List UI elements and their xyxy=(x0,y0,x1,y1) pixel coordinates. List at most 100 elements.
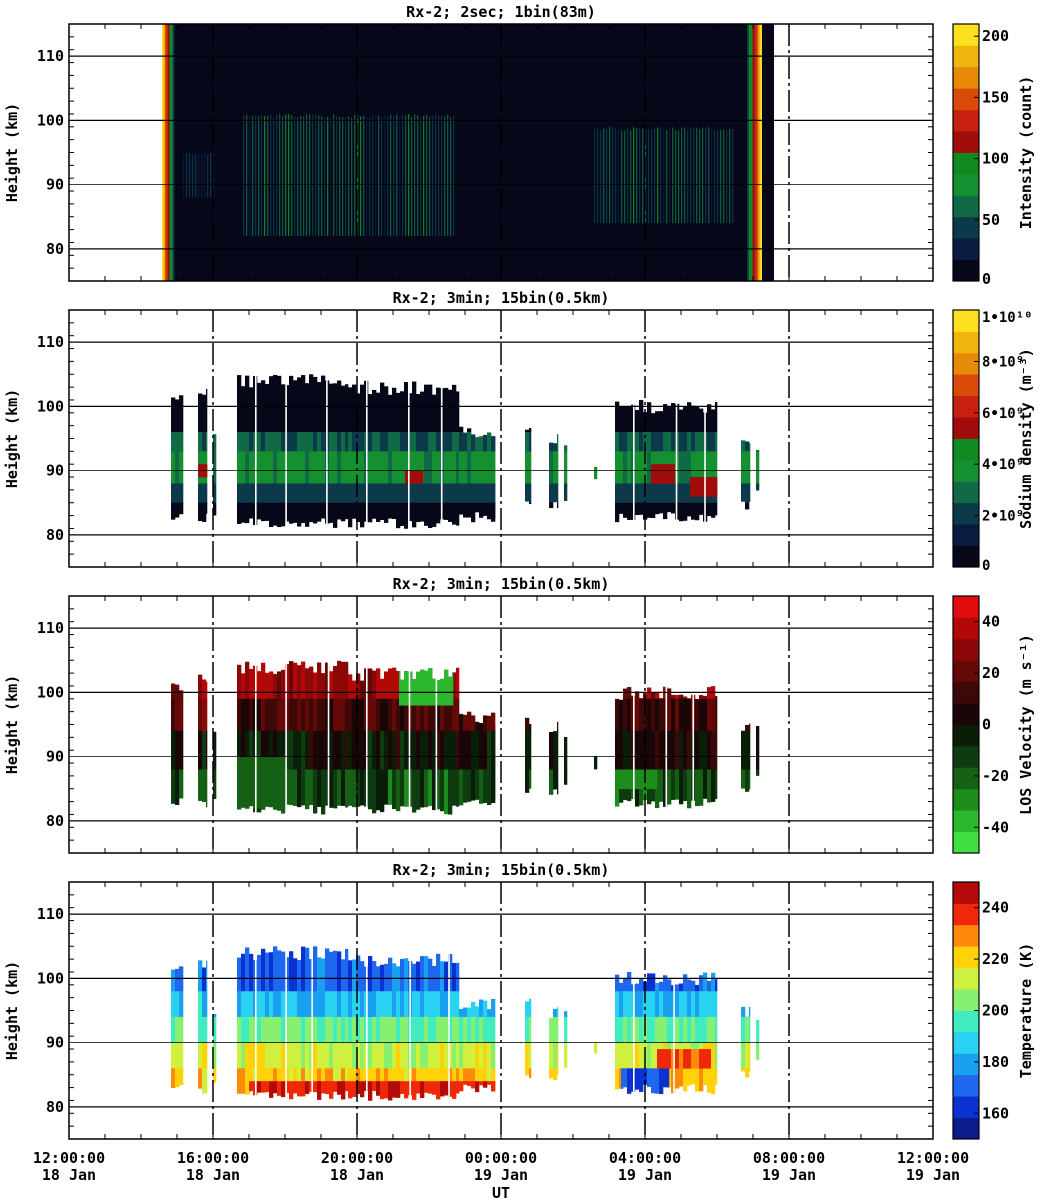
heatmap-cell xyxy=(564,445,568,452)
y-tick-label: 110 xyxy=(37,47,64,65)
heatmap-feature xyxy=(440,1081,445,1097)
heatmap-cell xyxy=(404,730,409,770)
intensity-band xyxy=(752,24,755,281)
heatmap-cell xyxy=(456,1042,460,1069)
intensity-stripe xyxy=(201,153,203,198)
heatmap-cell xyxy=(707,698,712,732)
heatmap-cell xyxy=(277,432,282,452)
heatmap-feature xyxy=(671,464,676,484)
heatmap-cell xyxy=(643,991,648,1018)
heatmap-cell xyxy=(553,1008,558,1018)
heatmap-cell xyxy=(392,667,397,700)
heatmap-cell xyxy=(471,1001,476,1018)
heatmap-cell xyxy=(412,698,417,732)
heatmap-cell xyxy=(400,1042,405,1069)
heatmap-cell xyxy=(715,730,718,770)
heatmap-cell xyxy=(687,1068,692,1086)
heatmap-feature xyxy=(699,1049,704,1069)
heatmap-cell xyxy=(372,730,377,770)
heatmap-cell xyxy=(707,502,712,517)
heatmap-cell xyxy=(293,432,298,452)
heatmap-cell xyxy=(711,972,716,992)
heatmap-cell xyxy=(463,769,468,803)
colorbar-tick-label: 100 xyxy=(982,150,1009,168)
heatmap-cell xyxy=(321,1042,326,1069)
heatmap-cell xyxy=(683,730,688,770)
heatmap-cell xyxy=(175,730,180,770)
y-axis-label: Height (km) xyxy=(3,675,21,774)
heatmap-cell xyxy=(452,384,457,433)
heatmap-feature xyxy=(623,1068,628,1088)
intensity-stripe xyxy=(390,114,392,237)
intensity-stripe xyxy=(309,114,311,237)
heatmap-feature xyxy=(428,1081,433,1094)
heatmap-feature xyxy=(400,1081,405,1094)
heatmap-cell xyxy=(448,769,453,815)
heatmap-cell xyxy=(615,432,620,452)
heatmap-feature xyxy=(281,1081,286,1098)
heatmap-cell xyxy=(707,980,712,992)
heatmap-cell xyxy=(345,432,349,452)
data-gap-line xyxy=(408,310,410,567)
heatmap-cell xyxy=(667,730,672,770)
plot-frame xyxy=(68,23,934,282)
heatmap-cell xyxy=(549,732,554,770)
heatmap-cell xyxy=(237,991,242,1018)
heatmap-cell xyxy=(471,483,476,504)
heatmap-cell xyxy=(463,483,468,504)
heatmap-feature xyxy=(691,1049,696,1069)
heatmap-cell xyxy=(392,1042,397,1069)
heatmap-cell xyxy=(309,959,314,992)
heatmap-cell xyxy=(456,502,460,526)
heatmap-cell xyxy=(179,502,184,515)
heatmap-cell xyxy=(329,730,334,770)
heatmap-cell xyxy=(707,404,712,433)
heatmap-cell xyxy=(198,1016,203,1043)
heatmap-cell xyxy=(329,671,334,700)
heatmap-cell xyxy=(372,432,377,452)
heatmap-cell xyxy=(179,1016,184,1043)
heatmap-cell xyxy=(687,979,692,992)
heatmap-feature xyxy=(444,1081,449,1096)
heatmap-cell xyxy=(745,451,750,484)
heatmap-cell xyxy=(257,1016,262,1043)
colorbar-swatch xyxy=(953,767,979,790)
heatmap-cell xyxy=(241,991,246,1018)
heatmap-cell xyxy=(655,1016,660,1043)
heatmap-cell xyxy=(675,730,680,770)
heatmap-cell xyxy=(707,687,712,700)
heatmap-cell xyxy=(301,1042,306,1069)
heatmap-cell xyxy=(384,386,389,433)
colorbar-swatch xyxy=(953,524,979,546)
data-gap-line xyxy=(692,596,695,853)
heatmap-cell xyxy=(479,1016,484,1043)
heatmap-cell xyxy=(241,698,246,732)
intensity-stripe xyxy=(441,115,443,237)
heatmap-cell xyxy=(647,502,652,518)
heatmap-cell xyxy=(463,451,468,484)
heatmap-cell xyxy=(281,502,286,527)
heatmap-cell xyxy=(651,692,656,700)
heatmap-cell xyxy=(436,1016,441,1043)
heatmap-cell xyxy=(553,483,558,503)
heatmap-cell xyxy=(487,1009,492,1018)
heatmap-cell xyxy=(619,451,624,484)
heatmap-cell xyxy=(683,974,688,992)
heatmap-cell xyxy=(273,374,278,433)
heatmap-cell xyxy=(659,730,664,770)
heatmap-cell xyxy=(348,1042,353,1069)
heatmap-cell xyxy=(261,662,266,700)
heatmap-cell xyxy=(265,383,270,433)
heatmap-cell xyxy=(487,451,492,484)
heatmap-cell xyxy=(175,1016,180,1043)
heatmap-cell xyxy=(380,730,385,770)
intensity-stripe xyxy=(243,115,245,237)
colorbar-swatch xyxy=(953,703,979,725)
heatmap-cell xyxy=(341,991,346,1018)
intensity-stripe xyxy=(252,116,254,237)
heatmap-cell xyxy=(400,958,405,992)
intensity-stripe xyxy=(639,128,641,224)
heatmap-cell xyxy=(333,769,338,809)
heatmap-cell xyxy=(487,1016,492,1043)
heatmap-cell xyxy=(305,432,310,452)
